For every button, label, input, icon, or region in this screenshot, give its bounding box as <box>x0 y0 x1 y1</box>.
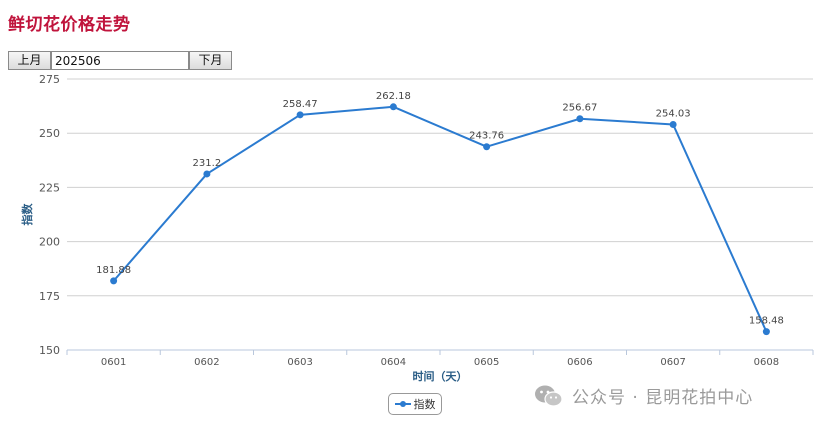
prev-month-button[interactable]: 上月 <box>8 51 51 70</box>
data-label: 254.03 <box>656 108 691 119</box>
month-selector: 上月 下月 <box>8 51 232 70</box>
y-tick-label: 150 <box>39 344 60 357</box>
x-tick-label: 0602 <box>194 357 219 368</box>
x-tick-label: 0603 <box>287 357 312 368</box>
x-tick-label: 0605 <box>474 357 499 368</box>
month-input[interactable] <box>51 51 189 70</box>
data-point <box>110 277 118 285</box>
data-label: 181.88 <box>96 265 131 276</box>
y-tick-label: 225 <box>39 181 60 194</box>
y-tick-label: 250 <box>39 127 60 140</box>
data-label: 262.18 <box>376 91 411 102</box>
y-tick-label: 275 <box>39 73 60 86</box>
data-point <box>669 120 677 128</box>
y-tick-label: 200 <box>39 236 60 249</box>
data-point <box>576 115 584 123</box>
x-tick-label: 0601 <box>101 357 126 368</box>
series-line <box>112 105 768 333</box>
legend-marker-icon <box>394 399 411 409</box>
y-axis-title: 指数 <box>20 203 34 226</box>
x-tick-label: 0607 <box>660 357 685 368</box>
x-tick-label: 0608 <box>754 357 779 368</box>
data-point <box>762 328 770 336</box>
y-tick-label: 175 <box>39 290 60 303</box>
data-point <box>296 111 304 119</box>
legend-label: 指数 <box>413 398 436 411</box>
data-point <box>483 143 491 151</box>
x-axis-title: 时间（天） <box>413 369 468 383</box>
data-label: 158.48 <box>749 316 784 327</box>
data-label: 231.2 <box>193 158 222 169</box>
wechat-icon <box>535 385 563 407</box>
data-point <box>203 170 211 178</box>
x-tick-label: 0604 <box>381 357 406 368</box>
next-month-button[interactable]: 下月 <box>189 51 232 70</box>
chart-title: 鲜切花价格走势 <box>8 15 131 35</box>
x-tick-label: 0606 <box>567 357 592 368</box>
data-label: 243.76 <box>469 131 504 142</box>
legend-item-index[interactable]: 指数 <box>388 393 442 415</box>
watermark-text: 公众号 · 昆明花拍中心 <box>572 388 754 408</box>
data-point <box>389 103 397 111</box>
watermark: 公众号 · 昆明花拍中心 <box>534 383 753 408</box>
data-label: 256.67 <box>562 103 597 114</box>
data-label: 258.47 <box>283 99 318 110</box>
